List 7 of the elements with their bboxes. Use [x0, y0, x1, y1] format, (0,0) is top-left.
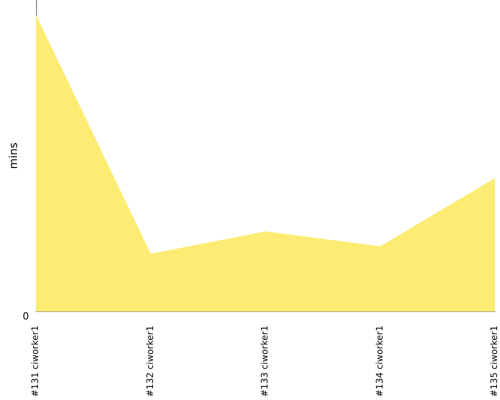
- x-tick-label: #134 ciworker1: [375, 326, 386, 397]
- y-axis-title: mins: [7, 142, 20, 170]
- x-tick-label: #133 ciworker1: [260, 326, 270, 397]
- x-tick-label: #131 ciworker1: [31, 326, 41, 397]
- x-tick-label: #135 ciworker1: [490, 326, 500, 397]
- x-tick-label: #132 ciworker1: [146, 326, 156, 397]
- text: 0: [22, 312, 29, 322]
